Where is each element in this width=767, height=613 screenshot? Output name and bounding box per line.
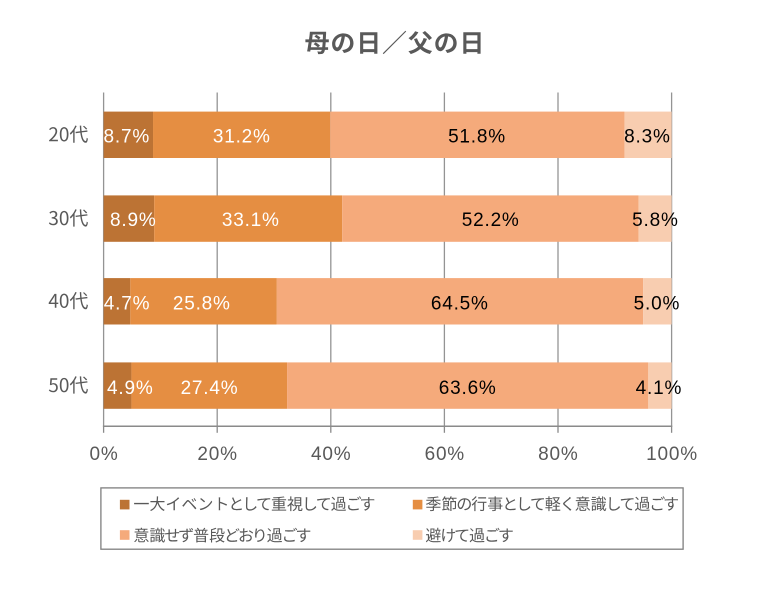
svg-text:40%: 40% — [311, 444, 351, 465]
svg-text:5.0%: 5.0% — [634, 294, 681, 315]
svg-text:64.5%: 64.5% — [431, 294, 489, 315]
svg-text:20%: 20% — [197, 444, 237, 465]
svg-text:4.7%: 4.7% — [104, 294, 151, 315]
svg-text:63.6%: 63.6% — [439, 378, 497, 399]
svg-text:51.8%: 51.8% — [448, 126, 506, 147]
svg-text:31.2%: 31.2% — [213, 126, 271, 147]
svg-text:4.1%: 4.1% — [636, 378, 683, 399]
svg-text:5.8%: 5.8% — [632, 210, 679, 231]
svg-text:27.4%: 27.4% — [181, 378, 239, 399]
svg-text:4.9%: 4.9% — [107, 378, 154, 399]
svg-text:25.8%: 25.8% — [173, 294, 231, 315]
svg-text:8.9%: 8.9% — [110, 210, 157, 231]
svg-text:0%: 0% — [89, 444, 118, 465]
svg-text:8.3%: 8.3% — [624, 126, 671, 147]
svg-text:52.2%: 52.2% — [462, 210, 520, 231]
svg-text:8.7%: 8.7% — [104, 126, 151, 147]
svg-text:33.1%: 33.1% — [222, 210, 280, 231]
svg-text:60%: 60% — [425, 444, 465, 465]
svg-text:100%: 100% — [646, 444, 698, 465]
svg-text:80%: 80% — [538, 444, 578, 465]
